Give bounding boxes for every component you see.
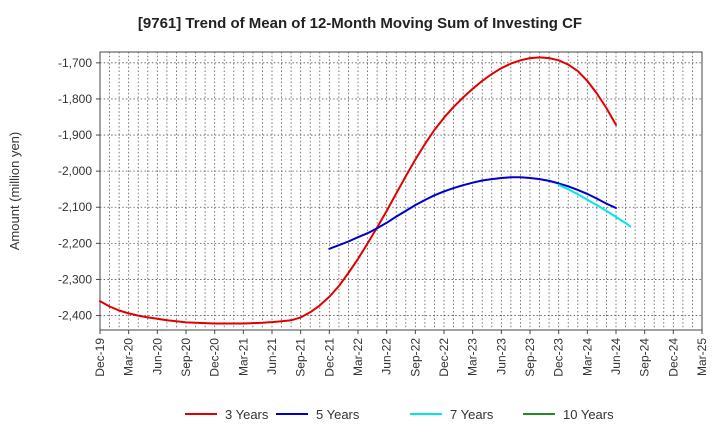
series-line-3-years [99, 56, 617, 325]
x-tick-label: Dec-24 [666, 338, 680, 377]
y-tick-label: -1,800 [58, 92, 92, 106]
series-line-7-years [557, 183, 632, 228]
x-tick-label: Jun-20 [150, 338, 164, 375]
x-axis-ticks: Dec-19 Mar-20 Jun-20 Sep-20 Dec-20 Mar-21 Jun-… [93, 330, 709, 377]
y-tick-label: -2,300 [58, 272, 92, 286]
gridlines [100, 52, 702, 330]
y-tick-label: -2,000 [58, 164, 92, 178]
legend-label: 5 Years [316, 407, 360, 422]
y-tick-label: -2,400 [58, 309, 92, 323]
x-tick-label: Sep-22 [408, 338, 422, 377]
x-tick-label: Dec-21 [322, 338, 336, 377]
y-tick-label: -1,900 [58, 128, 92, 142]
y-axis-label: Amount (million yen) [7, 132, 22, 251]
x-tick-label: Mar-22 [351, 338, 365, 376]
y-axis-ticks: -1,700 -1,800 -1,900 -2,000 -2,100 -2,200 -2,3… [58, 56, 100, 323]
legend-label: 3 Years [225, 407, 269, 422]
y-tick-label: -2,100 [58, 200, 92, 214]
x-tick-label: Sep-23 [523, 338, 537, 377]
x-tick-label: Dec-23 [552, 338, 566, 377]
series-line-5-years [328, 176, 617, 250]
x-tick-label: Mar-24 [580, 338, 594, 376]
x-tick-label: Dec-22 [437, 338, 451, 377]
plot-area [99, 51, 703, 331]
x-tick-label: Sep-24 [638, 338, 652, 377]
x-tick-label: Jun-23 [494, 338, 508, 375]
x-tick-label: Dec-20 [208, 338, 222, 377]
x-tick-label: Dec-19 [93, 338, 107, 377]
series-lines [99, 56, 632, 325]
x-tick-label: Jun-21 [265, 338, 279, 375]
x-tick-label: Jun-22 [380, 338, 394, 375]
y-tick-label: -1,700 [58, 56, 92, 70]
x-tick-label: Jun-24 [609, 338, 623, 375]
legend: 3 Years 5 Years 7 Years 10 Years [185, 407, 614, 422]
x-tick-label: Mar-25 [695, 338, 709, 376]
x-tick-label: Mar-20 [122, 338, 136, 376]
chart-title: [9761] Trend of Mean of 12-Month Moving … [138, 15, 582, 32]
y-tick-label: -2,200 [58, 236, 92, 250]
legend-label: 10 Years [563, 407, 614, 422]
x-tick-label: Mar-21 [236, 338, 250, 376]
legend-label: 7 Years [450, 407, 494, 422]
x-tick-label: Mar-23 [466, 338, 480, 376]
x-tick-label: Sep-20 [179, 338, 193, 377]
x-tick-label: Sep-21 [294, 338, 308, 377]
